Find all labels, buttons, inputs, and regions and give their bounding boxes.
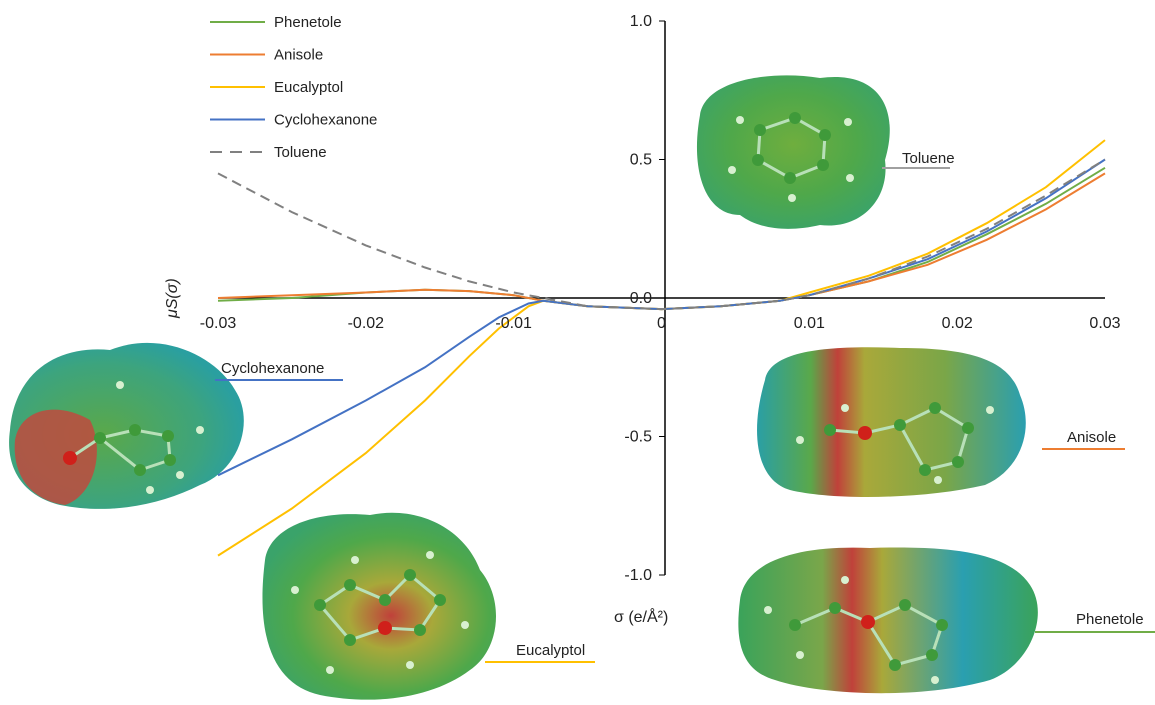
y-tick-label: 1.0 [630,13,652,30]
molecule-anisole-image [757,347,1026,497]
y-tick-label: -0.5 [624,429,652,446]
phenetole-label: Phenetole [1076,611,1144,628]
y-axis-title: μS(σ) [164,278,181,319]
molecule-eucalyptol-image [262,512,497,700]
y-tick-label: 0.5 [630,152,652,169]
cyclohexanone-label: Cyclohexanone [221,360,324,377]
legend: Phenetole Anisole Eucalyptol Cyclohexanone T… [210,14,377,161]
x-tick-label: -0.03 [200,315,237,332]
x-tick-label: 0.02 [942,315,973,332]
legend-label-phenetole: Phenetole [274,14,342,31]
anisole-label: Anisole [1067,429,1116,446]
x-tick-label: -0.01 [495,315,532,332]
molecule-phenetole-image [738,547,1038,694]
legend-label-eucalyptol: Eucalyptol [274,79,343,96]
series-line-eucalyptol [217,139,1106,557]
series-layer [217,139,1106,557]
x-tick-label: 0 [657,315,666,332]
x-axis-title: σ (e/Å²) [614,607,668,626]
eucalyptol-label: Eucalyptol [516,642,585,659]
legend-label-anisole: Anisole [274,47,323,64]
y-tick-labels: 1.0 0.5 0.0 -0.5 -1.0 [624,13,665,584]
x-tick-labels: -0.03 -0.02 -0.01 0 0.01 0.02 0.03 [200,315,1121,332]
x-tick-label: 0.03 [1089,315,1120,332]
legend-label-cyclohexanone: Cyclohexanone [274,112,377,129]
molecule-toluene-image [696,75,890,229]
y-tick-label: -1.0 [624,567,652,584]
y-tick-label: 0.0 [630,290,652,307]
molecule-cyclohexanone-image [9,342,244,509]
toluene-label: Toluene [902,150,955,167]
x-tick-label: -0.02 [348,315,385,332]
x-tick-label: 0.01 [794,315,825,332]
series-line-toluene [217,158,1106,311]
legend-label-toluene: Toluene [274,144,327,161]
